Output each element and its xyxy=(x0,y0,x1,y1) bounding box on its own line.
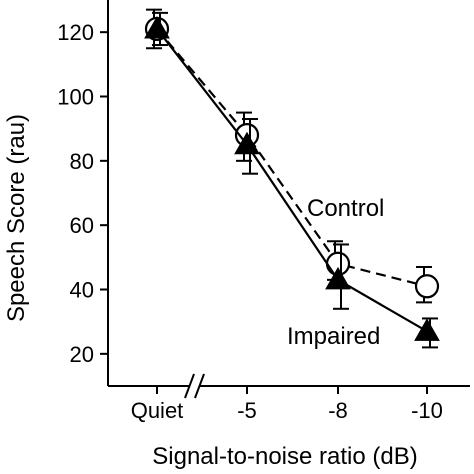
y-tick-label: 60 xyxy=(70,213,94,238)
data-point-impaired xyxy=(144,15,170,39)
y-tick-label: 80 xyxy=(70,149,94,174)
data-point-control xyxy=(414,274,440,299)
x-tick-label: -8 xyxy=(328,398,348,423)
y-axis-ticks: 20 40 60 80 100 120 xyxy=(57,20,108,367)
series-line-control xyxy=(156,28,428,288)
data-point-impaired xyxy=(325,266,351,290)
axis-break-mark xyxy=(194,373,205,399)
y-tick-label: 20 xyxy=(70,342,94,367)
x-tick-label: -10 xyxy=(411,398,443,423)
x-tick-label: -5 xyxy=(237,398,257,423)
axes xyxy=(107,0,470,399)
y-tick-label: 40 xyxy=(70,278,94,303)
series-line-impaired xyxy=(156,28,428,333)
axis-break-mark xyxy=(184,373,195,399)
x-axis-ticks: Quiet -5 -8 -10 xyxy=(131,386,443,423)
y-tick-label: 100 xyxy=(57,85,94,110)
series-control xyxy=(144,8,440,304)
series-impaired xyxy=(144,11,440,349)
data-point-impaired xyxy=(234,131,260,155)
series-label-impaired: Impaired xyxy=(287,323,380,350)
y-tick-label: 120 xyxy=(57,20,94,45)
x-axis-title: Signal-to-noise ratio (dB) xyxy=(152,443,417,470)
data-point-impaired xyxy=(414,318,440,341)
x-tick-label: Quiet xyxy=(131,398,184,423)
series-label-control: Control xyxy=(307,195,384,222)
y-axis-title: Speech Score (rau) xyxy=(3,114,30,322)
series-layer xyxy=(144,8,440,349)
